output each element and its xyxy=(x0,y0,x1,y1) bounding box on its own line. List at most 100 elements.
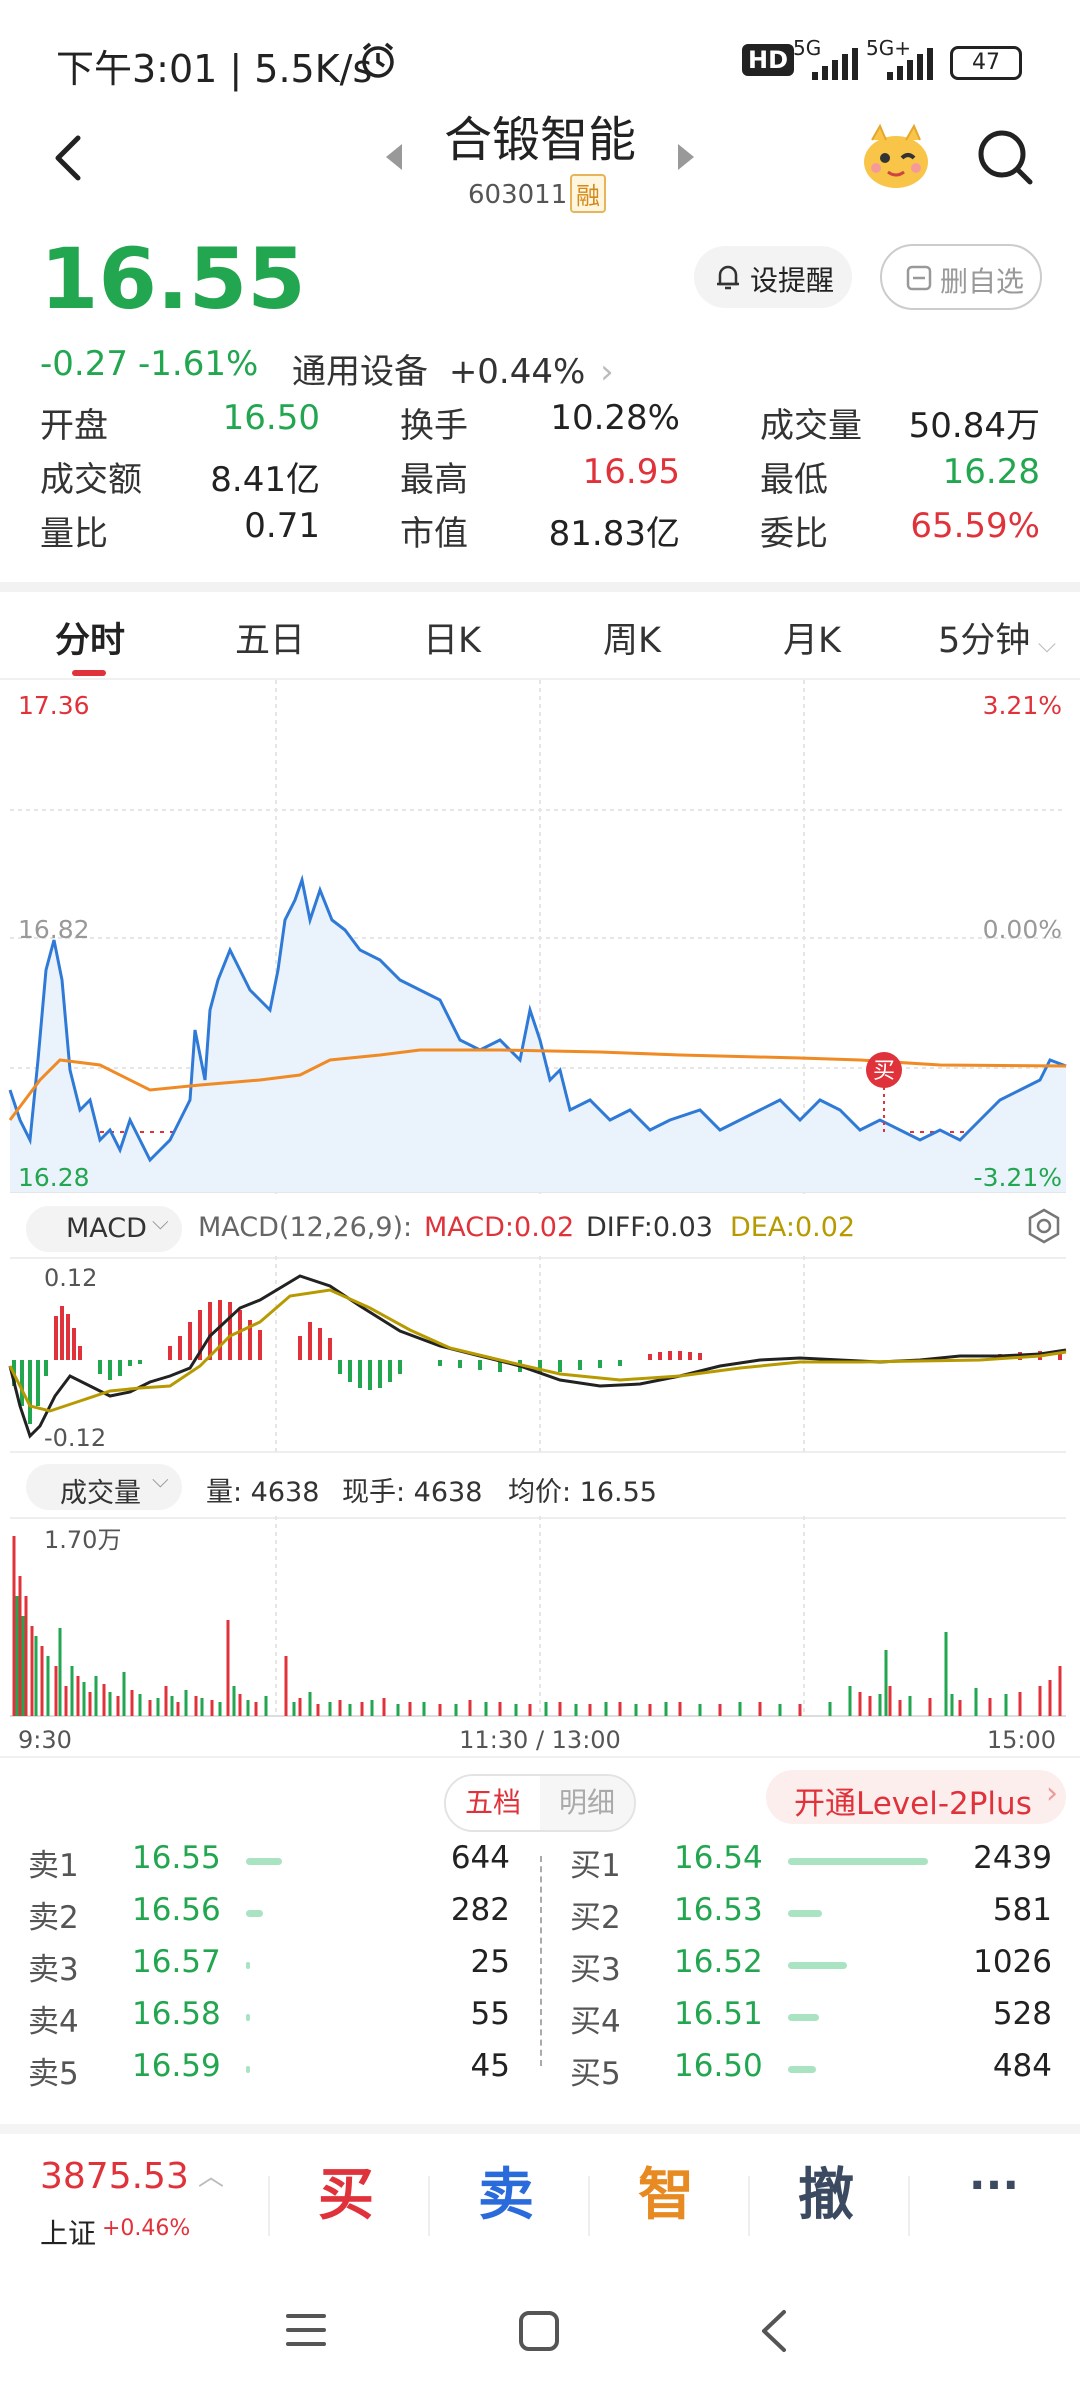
current-price: 16.55 xyxy=(40,230,306,328)
diff-line xyxy=(8,1274,1067,1439)
more-button[interactable]: ··· xyxy=(968,2160,1020,2211)
gear-icon xyxy=(1028,1208,1060,1244)
prev-stock-button[interactable] xyxy=(382,142,406,176)
volume-selector[interactable]: 成交量 ⌵ xyxy=(26,1464,182,1510)
level2-promo-button[interactable]: 开通Level-2Plus › xyxy=(766,1770,1066,1824)
price-high-label: 17.36 xyxy=(18,691,90,720)
macd-selector[interactable]: MACD ⌵ xyxy=(26,1206,182,1252)
status-bar: 下午3:01 | 5.5K/s HD 5G 5G+ 47 xyxy=(0,0,1080,120)
buy-level-bar xyxy=(788,2066,816,2073)
volume-avg-price: 均价: 16.55 xyxy=(508,1477,657,1508)
set-alert-button[interactable]: 设提醒 xyxy=(694,246,852,308)
buy-level-label: 买5 xyxy=(570,2056,621,2092)
buy-button[interactable]: 买 xyxy=(318,2163,374,2228)
macd-chart[interactable]: 0.12 -0.12 xyxy=(0,1256,1080,1456)
index-ticker[interactable]: 3875.53 ︿ 上证 +0.46% xyxy=(40,2152,240,2262)
time-start: 9:30 xyxy=(18,1726,72,1754)
sector-name: 通用设备 xyxy=(292,352,428,392)
volume-amount: 量: 4638 xyxy=(206,1477,320,1508)
tab-five-levels[interactable]: 五档 xyxy=(446,1776,540,1830)
sell-level-volume: 644 xyxy=(450,1840,510,1876)
tab-5day[interactable]: 五日 xyxy=(234,621,305,661)
stat-label: 最高 xyxy=(400,460,468,500)
buy-level-price: 16.50 xyxy=(674,2048,763,2084)
tab-daily-k[interactable]: 日K xyxy=(423,621,481,661)
time-mid: 11:30 / 13:00 xyxy=(459,1726,621,1754)
stat-label: 最低 xyxy=(760,460,828,500)
stat-value: 8.41亿 xyxy=(210,460,320,500)
signal-icon-2 xyxy=(885,48,935,84)
tab-monthly-k[interactable]: 月K xyxy=(783,621,841,661)
search-button[interactable] xyxy=(976,128,1036,192)
stat-label: 开盘 xyxy=(40,406,108,446)
sell-level-volume: 25 xyxy=(470,1944,510,1980)
nav-back-button[interactable] xyxy=(756,2308,792,2358)
buy-level-price: 16.54 xyxy=(674,1840,763,1876)
stat-value: 16.50 xyxy=(222,398,320,438)
stat-value: 81.83亿 xyxy=(548,514,680,554)
settings-button[interactable] xyxy=(1026,1208,1062,1248)
volume-selector-label: 成交量 xyxy=(60,1478,141,1509)
diff-value: DIFF:0.03 xyxy=(586,1212,713,1243)
stat-value: 16.28 xyxy=(942,452,1040,492)
buy-level-volume: 1026 xyxy=(973,1944,1052,1980)
sector-change: +0.44% xyxy=(448,352,586,392)
chevron-down-icon: ⌵ xyxy=(152,1468,169,1493)
dea-value: DEA:0.02 xyxy=(730,1212,856,1243)
square-icon xyxy=(519,2311,559,2351)
time-end: 15:00 xyxy=(987,1726,1056,1754)
chevron-right-icon: › xyxy=(1046,1776,1058,1811)
cancel-order-button[interactable]: 撤 xyxy=(798,2163,854,2228)
price-line xyxy=(8,874,1067,1163)
set-alert-label: 设提醒 xyxy=(750,264,835,297)
sell-level-price: 16.57 xyxy=(132,1944,221,1980)
tab-intraday[interactable]: 分时 xyxy=(54,621,125,661)
status-time: 下午3:01 | 5.5K/s xyxy=(56,47,373,91)
divider xyxy=(908,2176,910,2236)
buy-level-volume: 2439 xyxy=(973,1840,1052,1876)
next-stock-button[interactable] xyxy=(674,142,698,176)
tab-5min[interactable]: 5分钟 ⌵ xyxy=(912,612,1080,663)
sell-level-volume: 55 xyxy=(470,1996,510,2032)
sell-level-label: 卖2 xyxy=(28,1900,79,1936)
buy-level-volume: 581 xyxy=(992,1892,1052,1928)
stat-value: 50.84万 xyxy=(908,406,1040,446)
sell-level-label: 卖3 xyxy=(28,1952,79,1988)
chevron-down-icon: ⌵ xyxy=(152,1210,169,1235)
tab-details[interactable]: 明细 xyxy=(540,1776,634,1830)
buy-marker[interactable]: 买 xyxy=(866,1052,902,1088)
chevron-right-icon: › xyxy=(600,352,614,392)
tab-weekly-k[interactable]: 周K xyxy=(603,621,661,661)
search-icon xyxy=(978,130,1033,185)
buy-level-label: 买4 xyxy=(570,2004,621,2040)
volume-chart[interactable]: 1.70万 9:30 11:30 / 13:00 15:00 xyxy=(0,1516,1080,1756)
buy-level-price: 16.52 xyxy=(674,1944,763,1980)
chevron-left-icon xyxy=(762,2310,786,2352)
network-label-1: 5G xyxy=(793,36,822,60)
smart-trade-button[interactable]: 智 xyxy=(638,2163,694,2228)
buy-level-volume: 528 xyxy=(992,1996,1052,2032)
nav-menu-button[interactable] xyxy=(284,2310,328,2354)
intraday-chart[interactable]: 买 17.36 16.82 16.28 3.21% 0.00% -3.21% xyxy=(0,680,1080,1200)
sell-level-label: 卖1 xyxy=(28,1848,79,1884)
remove-favorite-button[interactable]: 删自选 xyxy=(880,244,1042,310)
back-button[interactable] xyxy=(40,128,100,188)
volume-bars-red xyxy=(12,1536,1062,1716)
divider xyxy=(0,2124,1080,2134)
nav-home-button[interactable] xyxy=(518,2310,560,2356)
alarm-icon xyxy=(358,40,398,84)
divider xyxy=(428,2176,430,2236)
buy-level-bar xyxy=(788,2014,819,2021)
buy-level-label: 买3 xyxy=(570,1952,621,1988)
mascot-icon xyxy=(864,123,928,188)
divider xyxy=(268,2176,270,2236)
sell-level-bar xyxy=(246,2066,250,2073)
volume-axis-top: 1.70万 xyxy=(44,1526,121,1554)
avg-price-line xyxy=(8,1048,1067,1121)
tab-active-indicator xyxy=(72,670,106,676)
mascot-button[interactable] xyxy=(858,118,934,198)
stat-label: 委比 xyxy=(760,514,828,554)
volume-bars-green xyxy=(15,1596,1008,1716)
sell-button[interactable]: 卖 xyxy=(478,2163,534,2228)
sector-link[interactable]: 通用设备 +0.44% › xyxy=(292,344,614,393)
